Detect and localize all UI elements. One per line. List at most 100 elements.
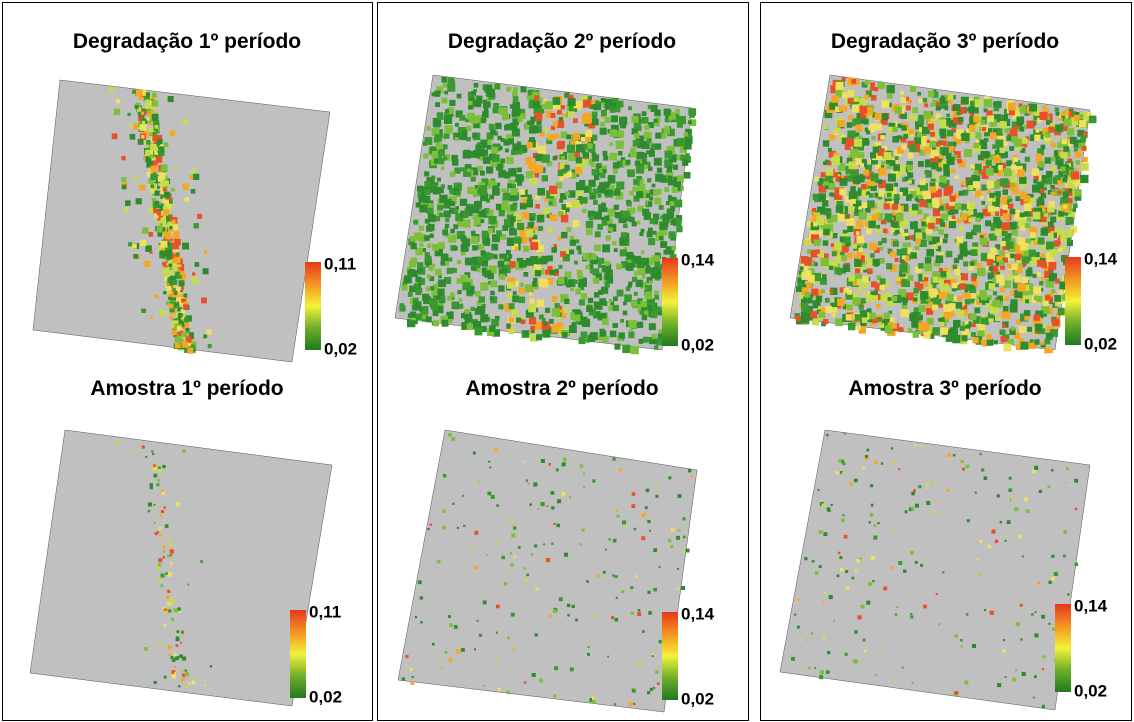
map-pixel (963, 210, 967, 214)
map-pixel (513, 96, 519, 102)
map-pixel (410, 681, 414, 685)
map-pixel (614, 344, 620, 350)
map-pixel (409, 286, 416, 293)
map-pixel (548, 227, 553, 232)
map-pixel (504, 125, 510, 131)
map-pixel (147, 117, 150, 120)
map-pixel (1029, 283, 1033, 287)
map-pixel (553, 156, 557, 160)
map-pixel (168, 96, 174, 102)
map-pixel (634, 528, 637, 531)
map-pixel (1050, 293, 1054, 297)
map-pixel (855, 314, 861, 320)
map-pixel (172, 242, 179, 249)
map-pixel (1041, 253, 1046, 258)
map-pixel (649, 323, 656, 330)
map-pixel (635, 575, 638, 578)
map-pixel (124, 207, 129, 212)
map-pixel (463, 221, 469, 227)
map-pixel (1070, 137, 1077, 144)
map-pixel (174, 291, 178, 295)
map-pixel (823, 240, 829, 246)
map-pixel (913, 288, 919, 294)
color-bar (1055, 604, 1071, 692)
map-pixel (822, 274, 827, 279)
map-pixel (1012, 188, 1019, 195)
map-pixel (613, 169, 618, 174)
map-pixel (1043, 655, 1046, 658)
map-pixel (922, 322, 928, 328)
map-pixel (965, 108, 969, 112)
map-pixel (612, 241, 617, 246)
map-pixel (1008, 103, 1016, 111)
map-pixel (1029, 250, 1036, 257)
map-pixel (989, 193, 994, 198)
map-pixel (1002, 649, 1005, 652)
map-pixel (652, 334, 657, 339)
map-pixel (586, 229, 592, 235)
map-pixel (847, 226, 853, 232)
map-pixel (667, 176, 672, 181)
map-pixel (870, 253, 875, 257)
map-pixel (915, 504, 919, 508)
map-pixel (152, 93, 157, 98)
map-pixel (543, 322, 547, 326)
map-pixel (477, 306, 485, 314)
map-pixel (895, 156, 899, 160)
map-pixel (136, 198, 142, 204)
map-pixel (145, 456, 147, 458)
map-pixel (1048, 485, 1051, 488)
map-pixel (908, 328, 913, 333)
map-pixel (513, 526, 516, 529)
map-pixel (519, 260, 527, 268)
map-pixel (864, 94, 869, 99)
map-pixel (175, 303, 179, 307)
map-pixel (586, 338, 590, 342)
map-pixel (899, 171, 903, 175)
map-pixel (845, 570, 848, 573)
map-pixel (1007, 264, 1011, 268)
map-pixel (567, 145, 575, 153)
map-pixel (567, 604, 570, 607)
map-pixel (535, 270, 541, 276)
map-pixel (506, 87, 511, 92)
map-pixel (1022, 256, 1029, 263)
map-pixel (1022, 277, 1028, 283)
map-pixel (165, 524, 169, 528)
map-pixel (463, 212, 469, 218)
map-pixel (930, 103, 934, 107)
map-pixel (473, 116, 480, 123)
map-pixel (478, 481, 480, 483)
legend-min: 0,02 (1074, 681, 1107, 700)
map-pixel (1020, 342, 1028, 350)
map-pixel (867, 200, 875, 208)
map-pixel (613, 305, 619, 311)
map-pixel (835, 318, 843, 326)
map-pixel (916, 239, 921, 244)
map-title: Amostra 2º período (465, 377, 658, 400)
map-pixel (910, 86, 916, 92)
map-pixel (140, 124, 147, 131)
map-pixel (448, 78, 455, 85)
map-pixel (977, 263, 982, 268)
map-pixel (1052, 319, 1060, 327)
map-pixel (1079, 120, 1086, 127)
map-pixel (815, 249, 820, 254)
map-pixel (851, 199, 856, 204)
map-pixel (658, 311, 662, 315)
map-pixel (628, 106, 632, 110)
map-pixel (796, 316, 802, 322)
map-pixel (955, 175, 959, 179)
legend-min: 0,02 (324, 339, 357, 358)
map-pixel (468, 101, 472, 105)
map-pixel (565, 191, 570, 196)
map-pixel (176, 644, 179, 647)
map-pixel (988, 115, 995, 122)
map-pixel (554, 134, 559, 139)
map-pixel (1049, 581, 1052, 584)
map-pixel (150, 316, 153, 319)
map-pixel (402, 285, 408, 291)
map-pixel (606, 277, 613, 284)
map-pixel (950, 196, 956, 202)
map-pixel (862, 202, 867, 207)
